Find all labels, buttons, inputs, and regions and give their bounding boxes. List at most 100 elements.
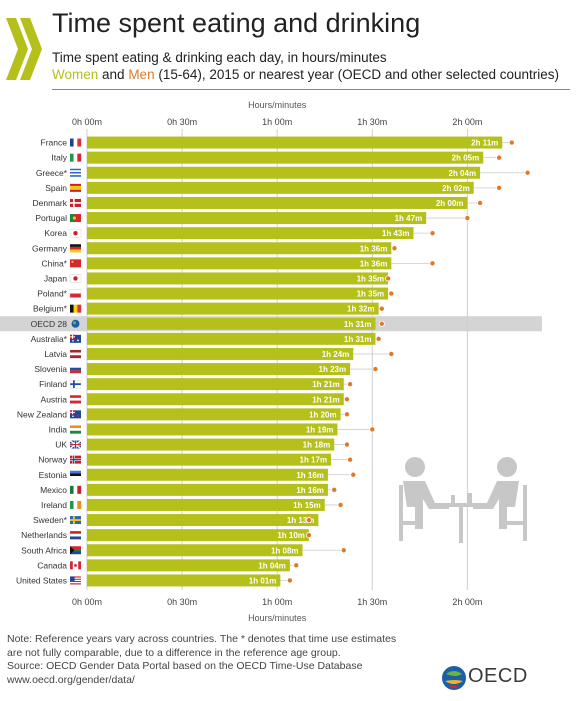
women-bar [87,453,332,466]
men-dot [385,275,392,282]
men-dot [524,169,531,176]
country-label: United States [16,575,67,585]
portugal-flag-icon [70,214,81,223]
tick-label-bottom: 0h 30m [167,597,197,607]
france-flag-icon [70,138,82,147]
country-label: Denmark [33,198,68,208]
men-dot [337,501,344,508]
country-label: Norway [38,455,68,465]
women-bar [87,544,303,557]
estonia-flag-icon [70,470,81,479]
women-bar [87,378,344,391]
women-bar [87,242,392,255]
oecd-logo-text: OECD [468,665,528,687]
men-dot [429,260,436,267]
footnote: Note: Reference years vary across countr… [7,633,427,687]
men-dot [378,320,385,327]
country-label: Australia* [31,334,68,344]
men-dot [378,305,385,312]
women-bar [87,408,341,421]
country-label: France [41,138,68,148]
men-dot [347,456,354,463]
country-label: Greece* [36,168,68,178]
men-dot [496,154,503,161]
bar-value-label: 1h 21m [312,380,340,389]
men-dot [508,139,515,146]
spain-flag-icon [70,183,81,192]
chevron-logo-icon [6,18,42,80]
women-bar [87,559,290,572]
bar-value-label: 1h 13m [287,516,315,525]
country-label: Germany [32,243,68,253]
country-label: Sweden* [33,515,68,525]
women-bar [87,272,389,285]
bar-value-label: 1h 21m [312,395,340,404]
canada-flag-icon [70,561,81,570]
subtitle: Time spent eating & drinking each day, i… [52,50,387,65]
belgium-flag-icon [70,304,82,313]
bar-value-label: 2h 11m [471,139,498,148]
ireland-flag-icon [70,500,82,509]
netherlands-flag-icon [70,531,81,540]
bar-value-label: 1h 35m [357,290,385,299]
country-label: Latvia [44,349,67,359]
women-bar [87,257,392,270]
tick-label-top: 0h 30m [167,117,197,127]
country-label: Ireland [41,500,67,510]
women-bar [87,317,376,330]
country-label: Spain [45,183,67,193]
bar-value-label: 1h 36m [360,259,388,268]
men-dot [372,366,379,373]
new-zealand-flag-icon [70,410,81,419]
norway-flag-icon [70,455,81,464]
legend-men: Men [128,67,155,82]
women-bar [87,196,468,209]
legend-women: Women [52,67,99,82]
bar-value-label: 1h 32m [347,305,375,314]
women-bar [87,332,376,345]
country-label: South Africa [21,545,67,555]
korea-flag-icon [69,228,82,238]
australia-flag-icon [70,334,81,343]
men-dot [350,471,357,478]
axis-title-bottom: Hours/minutes [248,613,307,623]
source-url[interactable]: www.oecd.org/gender/data/ [7,673,135,686]
subtitle-legend: Women and Men (15-64), 2015 or nearest y… [52,67,559,82]
austria-flag-icon [70,395,81,404]
women-bar [87,136,503,149]
country-label: New Zealand [17,409,67,419]
tick-label-bottom: 0h 00m [72,597,102,607]
china-flag-icon [70,259,81,268]
men-dot [347,381,354,388]
bar-value-label: 1h 16m [296,471,324,480]
country-label: Slovenia [34,364,67,374]
men-dot [305,517,312,524]
country-label: Belgium* [33,304,68,314]
germany-flag-icon [70,244,81,253]
women-bar [87,363,351,376]
bar-value-label: 1h 35m [357,274,385,283]
tick-label-bottom: 2h 00m [452,597,482,607]
bar-value-label: 1h 47m [395,214,423,223]
country-label: Poland* [37,289,67,299]
bar-value-label: 1h 08m [271,546,299,555]
bar-value-label: 1h 36m [360,244,388,253]
axis-title-top: Hours/minutes [248,100,307,110]
country-label: UK [55,440,67,450]
tick-label-bottom: 1h 30m [357,597,387,607]
country-label: Netherlands [21,530,67,540]
sweden-flag-icon [70,516,81,525]
men-dot [464,215,471,222]
men-dot [369,426,376,433]
women-bar [87,302,379,315]
south-africa-flag-icon [70,546,81,555]
bar-value-label: 2h 00m [436,199,464,208]
legend-rest: (15-64), 2015 or nearest year (OECD and … [154,67,560,82]
country-label: Portugal [35,213,67,223]
women-bar [87,181,474,194]
women-bar [87,151,484,164]
bar-value-label: 1h 31m [344,320,372,329]
note-line-2: are not fully comparable, due to a diffe… [7,646,341,659]
bar-value-label: 1h 31m [344,335,372,344]
country-label: Korea [44,228,67,238]
